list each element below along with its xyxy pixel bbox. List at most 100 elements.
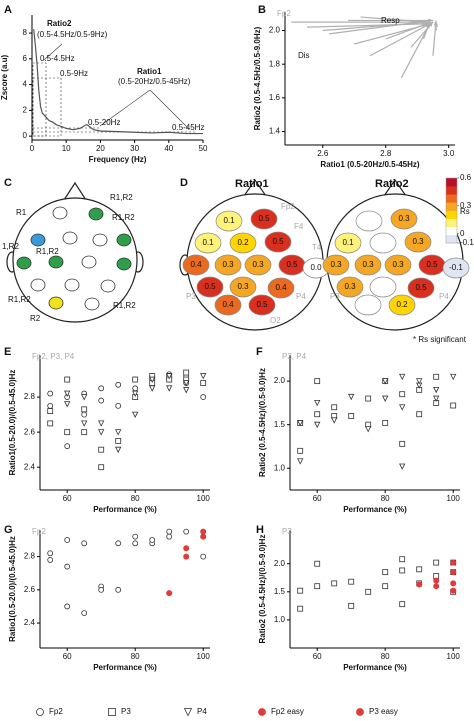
point <box>183 380 190 387</box>
point <box>98 385 105 392</box>
point <box>416 378 423 385</box>
point <box>399 440 406 447</box>
point <box>399 404 406 411</box>
arrow-head <box>434 22 439 27</box>
point <box>416 581 423 588</box>
x-axis-label: Performance (%) <box>93 663 157 672</box>
colorbar-swatch <box>446 218 457 228</box>
point <box>450 373 457 381</box>
y-tick-label: 1.0 <box>274 463 286 472</box>
electrode-value: 0.3 <box>237 282 249 291</box>
electrode-value: 0.4 <box>275 283 287 292</box>
electrode-value: 0.2 <box>237 238 249 247</box>
y-tick-label: 1.6 <box>269 93 281 102</box>
point <box>433 577 440 584</box>
arrow <box>307 23 430 28</box>
point <box>64 401 71 408</box>
electrode <box>116 257 132 271</box>
point <box>115 429 122 436</box>
point <box>132 376 139 383</box>
electrode <box>250 208 278 230</box>
electrode <box>214 294 242 316</box>
electrode <box>369 276 397 298</box>
x-tick-label: 0 <box>30 144 35 153</box>
point <box>450 587 457 594</box>
point <box>183 369 190 376</box>
electrode <box>354 254 382 276</box>
point <box>365 426 372 433</box>
y-tick-label: 2.6 <box>24 585 36 594</box>
point <box>297 420 304 427</box>
electrode-value: 0.4 <box>190 260 202 269</box>
point <box>450 559 457 566</box>
y-tick-label: 2 <box>23 105 28 114</box>
electrode-value: 0.5 <box>286 260 298 269</box>
point <box>132 533 139 540</box>
electrode <box>244 254 272 276</box>
panel-letter: D <box>180 177 188 189</box>
electrode-value: 0.3 <box>412 237 424 246</box>
y-axis-label: Ratio2 (0.5-4.5Hz)/(0.5-9.0)Hz <box>258 368 267 477</box>
point <box>166 373 173 380</box>
arrow-head <box>428 18 433 23</box>
y-tick-label: 2.4 <box>24 618 36 627</box>
legend-label: Fp2 easy <box>271 707 304 716</box>
point <box>115 446 122 454</box>
point <box>314 560 321 567</box>
leader <box>99 89 151 127</box>
point <box>166 533 173 540</box>
x-tick-label: 50 <box>199 144 208 153</box>
point <box>183 528 190 535</box>
electrode-label: R1,R2 <box>110 193 133 202</box>
y-tick-label: 6 <box>23 54 28 63</box>
electrode <box>88 207 104 221</box>
point <box>183 387 190 394</box>
x-tick-label: 80 <box>131 494 140 503</box>
point <box>98 446 105 453</box>
electrode <box>92 233 108 247</box>
electrode-label: R1 <box>16 208 27 217</box>
electrode <box>52 206 68 220</box>
point <box>183 545 190 552</box>
electrode-value: 0.3 <box>330 260 342 269</box>
electrode <box>334 232 362 254</box>
electrode <box>390 208 418 230</box>
point <box>98 420 105 427</box>
electrode <box>48 296 64 310</box>
electrode-name: T4 <box>312 243 322 252</box>
panel-title: Fp2 <box>32 527 46 536</box>
point <box>365 588 372 595</box>
colorbar-tick-label: 0.6 <box>460 173 472 182</box>
point <box>64 390 71 397</box>
legend-label: P3 easy <box>369 707 398 716</box>
point <box>331 580 338 587</box>
point <box>149 376 156 383</box>
electrode <box>214 254 242 276</box>
arrow <box>369 21 434 57</box>
electrode-label: R1,R2 <box>36 247 59 256</box>
y-tick-label: 1.8 <box>269 59 281 68</box>
point <box>297 605 304 612</box>
electrode-value: 0.5 <box>204 282 216 291</box>
x-tick-label: 100 <box>197 494 211 503</box>
legend-marker <box>356 708 364 716</box>
point <box>297 447 304 454</box>
legend-marker <box>183 708 193 717</box>
panel-letter: H <box>256 524 264 536</box>
x-axis-label: Performance (%) <box>343 505 407 514</box>
legend-marker <box>36 708 44 716</box>
point <box>166 528 173 535</box>
y-tick-label: 2.0 <box>274 559 286 568</box>
panel-title: Fp2 <box>277 9 291 18</box>
point <box>314 583 321 590</box>
panel-title: Fp2, P3, P4 <box>32 352 75 361</box>
electrode-value: 0.2 <box>396 300 408 309</box>
point <box>200 553 207 560</box>
point <box>200 528 207 535</box>
point <box>47 557 54 563</box>
annotation: 0.5-45Hz <box>172 123 204 132</box>
map-title: Ratio2 <box>375 178 409 190</box>
electrode-value: 0.5 <box>415 283 427 292</box>
point <box>399 601 406 608</box>
